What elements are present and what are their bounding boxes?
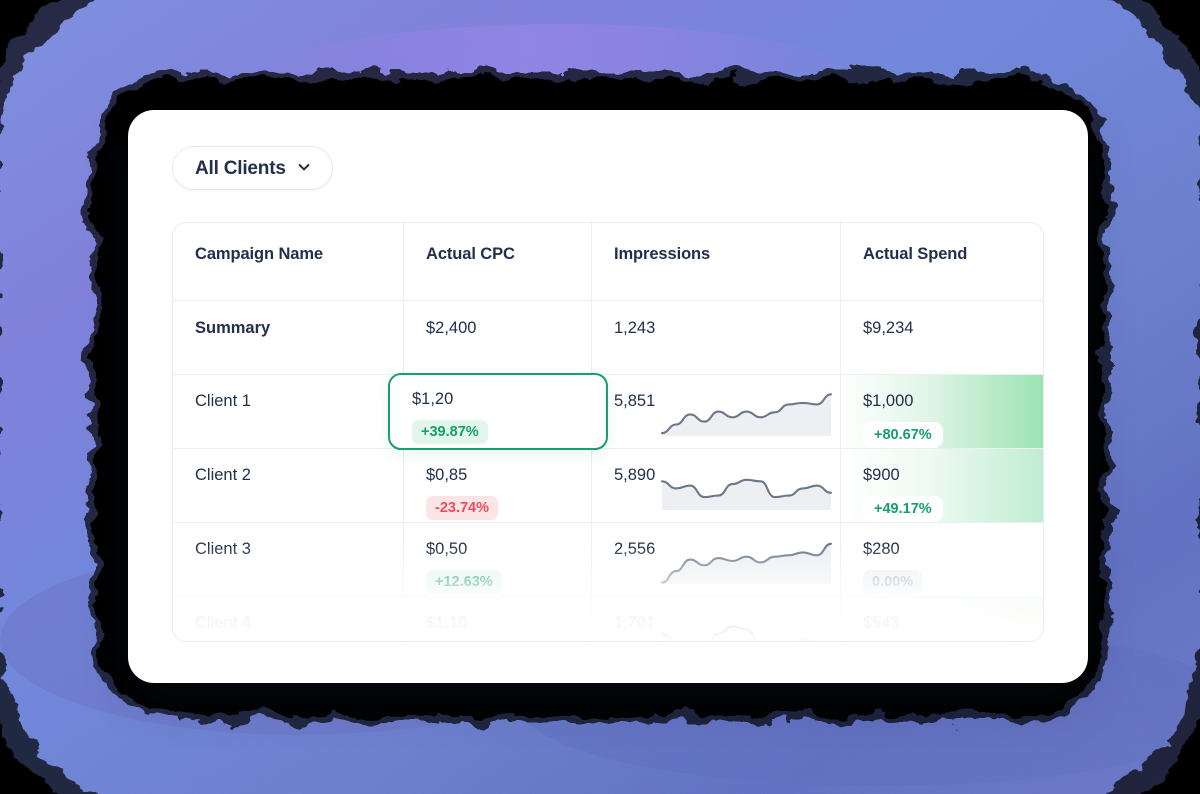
table-summary-row: Summary $2,400 1,243 $9,234 — [173, 301, 1043, 375]
cell-actual-spend: $280 0.00% — [841, 523, 1043, 596]
cell-actual-spend: $543 — [841, 597, 1043, 641]
summary-label-cell: Summary — [173, 301, 404, 374]
cell-impressions: 5,851 — [592, 375, 841, 448]
cell-actual-spend: $1,000 +80.67% — [841, 375, 1043, 448]
all-clients-dropdown-label: All Clients — [195, 157, 286, 179]
summary-cpc-cell: $2,400 — [404, 301, 592, 374]
cell-impressions: 1,701 — [592, 597, 841, 641]
campaign-name-value: Client 4 — [195, 614, 251, 632]
campaigns-table: Campaign Name Actual CPC Impressions Act… — [172, 222, 1044, 642]
actual-spend-value: $280 — [863, 540, 900, 558]
cell-campaign-name: Client 3 — [173, 523, 404, 596]
campaign-name-value: Client 1 — [195, 392, 251, 410]
cell-impressions: 2,556 — [592, 523, 841, 596]
summary-spend-cell: $9,234 — [863, 319, 914, 337]
impressions-sparkline-chart — [659, 461, 834, 513]
summary-impressions-cell: 1,243 — [592, 301, 841, 374]
campaign-name-value: Client 3 — [195, 540, 251, 558]
impressions-sparkline-chart — [659, 609, 834, 641]
cell-actual-cpc: $0,50 +12.63% — [404, 523, 592, 596]
table-row[interactable]: Client 3 $0,50 +12.63% 2,556 $280 0.00% — [173, 523, 1043, 597]
all-clients-dropdown[interactable]: All Clients — [172, 146, 333, 190]
actual-spend-delta-badge: +80.67% — [863, 421, 943, 448]
actual-cpc-value: $1,10 — [426, 614, 468, 632]
column-header-actual-cpc[interactable]: Actual CPC — [404, 223, 592, 300]
cell-impressions: 5,890 — [592, 449, 841, 522]
table-row[interactable]: Client 2 $0,85 -23.74% 5,890 $900 +49.17% — [173, 449, 1043, 523]
cell-actual-cpc: $0,85 -23.74% — [404, 449, 592, 522]
table-row[interactable]: Client 4 $1,10 1,701 $543 — [173, 597, 1043, 641]
impressions-sparkline-chart — [659, 387, 834, 439]
highlighted-cpc-cell[interactable]: $1,20 +39.87% — [388, 373, 608, 450]
column-header-actual-spend[interactable]: Actual Spend — [863, 245, 968, 263]
cell-campaign-name: Client 4 — [173, 597, 404, 641]
cell-actual-spend: $900 +49.17% — [841, 449, 1043, 522]
table-header-row: Campaign Name Actual CPC Impressions Act… — [173, 223, 1043, 301]
chevron-down-icon — [298, 164, 310, 171]
impressions-value: 1,701 — [614, 614, 656, 632]
impressions-sparkline-chart — [659, 535, 834, 587]
actual-spend-delta-badge: +49.17% — [863, 495, 943, 522]
actual-cpc-value: $0,85 — [426, 466, 468, 484]
impressions-value: 5,851 — [614, 392, 656, 410]
highlighted-cpc-value: $1,20 — [412, 390, 454, 408]
column-header-impressions[interactable]: Impressions — [592, 223, 841, 300]
actual-cpc-delta-badge: +12.63% — [426, 569, 502, 594]
actual-spend-value: $900 — [863, 466, 900, 484]
table-body: Client 1$1,20+39.87%5,851$1,000+80.67%Cl… — [173, 375, 1043, 641]
impressions-value: 5,890 — [614, 466, 656, 484]
campaign-name-value: Client 2 — [195, 466, 251, 484]
actual-cpc-delta-badge: -23.74% — [426, 495, 499, 520]
actual-cpc-value: $0,50 — [426, 540, 468, 558]
actual-spend-value: $543 — [863, 614, 900, 632]
impressions-value: 2,556 — [614, 540, 656, 558]
highlighted-cpc-delta-badge: +39.87% — [412, 419, 488, 444]
actual-spend-delta-badge: 0.00% — [863, 569, 923, 594]
dashboard-card: All Clients Campaign Name Actual CPC Imp… — [128, 110, 1088, 683]
cell-campaign-name: Client 1 — [173, 375, 404, 448]
column-header-campaign-name[interactable]: Campaign Name — [173, 223, 404, 300]
cell-campaign-name: Client 2 — [173, 449, 404, 522]
cell-actual-cpc: $1,10 — [404, 597, 592, 641]
table-row[interactable]: Client 1 $1,20 +39.87% 5,851 $1,000 +80.67% — [173, 375, 1043, 449]
actual-spend-value: $1,000 — [863, 392, 914, 410]
